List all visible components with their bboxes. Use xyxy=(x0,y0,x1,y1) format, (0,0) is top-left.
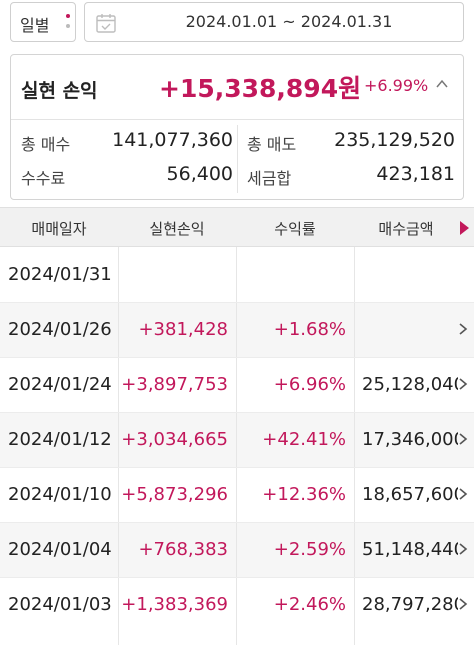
summary-title: 실현 손익 xyxy=(21,80,98,102)
row-divider xyxy=(0,467,474,468)
row-date: 2024/01/04 xyxy=(8,539,112,560)
fee-label: 수수료 xyxy=(21,169,66,188)
row-profit: +768,383 xyxy=(138,539,228,560)
header-trade-date: 매매일자 xyxy=(31,220,87,238)
chevron-right-icon[interactable] xyxy=(458,542,468,556)
total-return-rate: +6.99% xyxy=(364,76,429,95)
row-divider xyxy=(0,412,474,413)
period-select[interactable]: 일별 xyxy=(10,2,76,42)
row-date: 2024/01/31 xyxy=(8,264,112,285)
total-buy-label: 총 매수 xyxy=(21,135,71,154)
chevron-right-icon[interactable] xyxy=(458,377,468,391)
chevron-right-icon[interactable] xyxy=(458,487,468,501)
date-range-picker[interactable]: 2024.01.01 ~ 2024.01.31 xyxy=(84,2,464,42)
row-date: 2024/01/26 xyxy=(8,319,112,340)
row-divider xyxy=(0,522,474,523)
date-range-text: 2024.01.01 ~ 2024.01.31 xyxy=(185,12,393,31)
row-profit: +5,873,296 xyxy=(121,484,228,505)
row-profit: +3,034,665 xyxy=(121,429,228,450)
summary-divider xyxy=(11,119,463,120)
total-sell-label: 총 매도 xyxy=(247,135,297,154)
period-select-label: 일별 xyxy=(20,16,50,35)
row-divider xyxy=(0,357,474,358)
table-row[interactable]: 2024/01/04 +768,383 +2.59% 51,148,440 xyxy=(0,522,474,577)
row-buy-amount xyxy=(362,247,458,302)
row-yield: +6.96% xyxy=(273,374,346,395)
row-date: 2024/01/24 xyxy=(8,374,112,395)
filter-bar: 일별 2024.01.01 ~ 2024.01.31 xyxy=(0,0,474,54)
chevron-right-icon[interactable] xyxy=(458,432,468,446)
column-divider xyxy=(118,247,119,645)
column-divider xyxy=(354,247,355,645)
row-date: 2024/01/10 xyxy=(8,484,112,505)
table-row[interactable]: 2024/01/24 +3,897,753 +6.96% 25,128,040 xyxy=(0,357,474,412)
table-row[interactable]: 2024/01/10 +5,873,296 +12.36% 18,657,600 xyxy=(0,467,474,522)
row-date: 2024/01/03 xyxy=(8,594,112,615)
table-row[interactable]: 2024/01/12 +3,034,665 +42.41% 17,346,000 xyxy=(0,412,474,467)
row-profit: +3,897,753 xyxy=(121,374,228,395)
row-yield xyxy=(236,247,346,302)
fee-value: 56,400 xyxy=(166,163,233,185)
chevron-up-icon[interactable] xyxy=(435,77,449,91)
row-profit: +381,428 xyxy=(138,319,228,340)
total-realized-profit: +15,338,894원 xyxy=(159,74,362,103)
row-yield: +42.41% xyxy=(262,429,346,450)
row-yield: +2.59% xyxy=(273,539,346,560)
chevron-right-icon[interactable] xyxy=(458,322,468,336)
row-buy-amount xyxy=(362,302,458,357)
tax-value: 423,181 xyxy=(376,163,455,185)
row-divider xyxy=(0,577,474,578)
column-divider xyxy=(236,247,237,645)
row-yield: +2.46% xyxy=(273,594,346,615)
total-sell-value: 235,129,520 xyxy=(334,129,455,151)
summary-column-divider xyxy=(237,125,238,193)
row-yield: +1.68% xyxy=(273,319,346,340)
realized-pnl-summary: 실현 손익 +15,338,894원 +6.99% 총 매수 141,077,3… xyxy=(10,54,464,200)
chevron-right-icon[interactable] xyxy=(458,597,468,611)
table-row[interactable]: 2024/01/26 +381,428 +1.68% xyxy=(0,302,474,357)
row-yield: +12.36% xyxy=(262,484,346,505)
calendar-icon xyxy=(96,14,116,33)
row-buy-amount: 25,128,040 xyxy=(362,374,458,395)
table-row[interactable]: 2024/01/03 +1,383,369 +2.46% 28,797,280 xyxy=(0,577,474,632)
row-buy-amount: 17,346,000 xyxy=(362,429,458,450)
total-buy-value: 141,077,360 xyxy=(112,129,233,151)
row-buy-amount: 51,148,440 xyxy=(362,539,458,560)
more-dots-icon xyxy=(65,12,71,34)
row-buy-amount: 18,657,600 xyxy=(362,484,458,505)
scroll-right-arrow-icon[interactable] xyxy=(460,221,469,235)
daily-pnl-table: 매매일자 실현손익 수익률 매수금액 2024/01/31 2024/01/26… xyxy=(0,207,474,645)
table-row[interactable]: 2024/01/31 xyxy=(0,247,474,302)
table-header: 매매일자 실현손익 수익률 매수금액 xyxy=(0,207,474,247)
header-return-rate: 수익률 xyxy=(274,220,316,238)
row-divider xyxy=(0,302,474,303)
row-profit: +1,383,369 xyxy=(121,594,228,615)
summary-header[interactable]: 실현 손익 +15,338,894원 +6.99% xyxy=(11,55,463,119)
row-profit xyxy=(118,247,228,302)
header-buy-amount: 매수금액 xyxy=(378,220,434,238)
tax-label: 세금합 xyxy=(247,169,292,188)
header-realized-profit: 실현손익 xyxy=(149,220,205,238)
row-date: 2024/01/12 xyxy=(8,429,112,450)
row-buy-amount: 28,797,280 xyxy=(362,594,458,615)
